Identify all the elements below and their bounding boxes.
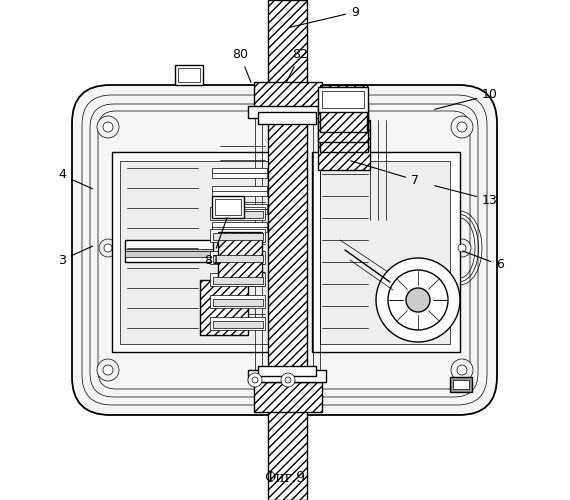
Text: 80: 80 — [232, 48, 251, 82]
Text: 10: 10 — [435, 88, 498, 110]
Circle shape — [97, 359, 119, 381]
Polygon shape — [254, 382, 322, 412]
Text: 3: 3 — [58, 246, 92, 266]
Bar — [213, 211, 263, 218]
Polygon shape — [200, 280, 248, 335]
Bar — [212, 204, 267, 214]
Text: 82: 82 — [286, 48, 308, 82]
Bar — [125, 240, 213, 262]
Circle shape — [103, 122, 113, 132]
Circle shape — [457, 122, 467, 132]
Bar — [318, 87, 368, 112]
Circle shape — [252, 377, 258, 383]
Circle shape — [453, 239, 471, 257]
Polygon shape — [218, 232, 262, 282]
Circle shape — [376, 258, 460, 342]
Bar — [213, 255, 263, 262]
Bar — [210, 273, 265, 286]
Text: 6: 6 — [463, 251, 504, 272]
Polygon shape — [268, 405, 307, 500]
Bar — [210, 207, 265, 220]
Bar — [112, 152, 277, 352]
Bar — [320, 161, 450, 344]
Bar — [213, 233, 263, 240]
Bar — [212, 186, 267, 196]
Circle shape — [457, 365, 467, 375]
Bar — [248, 370, 326, 382]
Text: 4: 4 — [58, 168, 92, 189]
Polygon shape — [318, 120, 370, 170]
Bar — [120, 161, 268, 344]
Polygon shape — [268, 112, 307, 382]
Polygon shape — [254, 82, 322, 112]
Circle shape — [458, 244, 466, 252]
Circle shape — [285, 377, 291, 383]
Circle shape — [103, 365, 113, 375]
Circle shape — [99, 239, 117, 257]
Bar — [453, 380, 469, 389]
Circle shape — [451, 359, 473, 381]
Polygon shape — [320, 85, 367, 132]
Bar — [258, 366, 316, 376]
Circle shape — [388, 270, 448, 330]
Bar — [210, 229, 265, 242]
Circle shape — [104, 244, 112, 252]
Bar — [212, 168, 267, 178]
Bar — [450, 377, 472, 392]
Bar — [213, 277, 263, 284]
Bar — [312, 152, 460, 352]
Text: 9: 9 — [290, 6, 359, 28]
Bar — [215, 199, 241, 215]
Text: 81: 81 — [204, 218, 227, 266]
Bar — [248, 106, 326, 118]
Polygon shape — [318, 105, 368, 142]
Circle shape — [451, 116, 473, 138]
Bar — [210, 295, 265, 308]
Circle shape — [248, 373, 262, 387]
Bar — [210, 317, 265, 330]
Bar — [322, 91, 364, 108]
Bar — [175, 65, 203, 85]
Polygon shape — [268, 0, 307, 85]
Bar — [213, 321, 263, 328]
Bar — [213, 299, 263, 306]
Circle shape — [406, 288, 430, 312]
Circle shape — [97, 116, 119, 138]
Bar — [212, 222, 267, 232]
Polygon shape — [320, 112, 368, 152]
Text: 13: 13 — [435, 186, 498, 206]
Bar — [258, 112, 316, 124]
Bar — [210, 251, 265, 264]
Text: Фиг.9: Фиг.9 — [264, 471, 306, 485]
Bar — [125, 249, 213, 257]
Bar — [212, 196, 244, 218]
Text: 7: 7 — [351, 161, 419, 186]
Circle shape — [281, 373, 295, 387]
FancyBboxPatch shape — [72, 85, 497, 415]
Bar — [178, 68, 200, 82]
